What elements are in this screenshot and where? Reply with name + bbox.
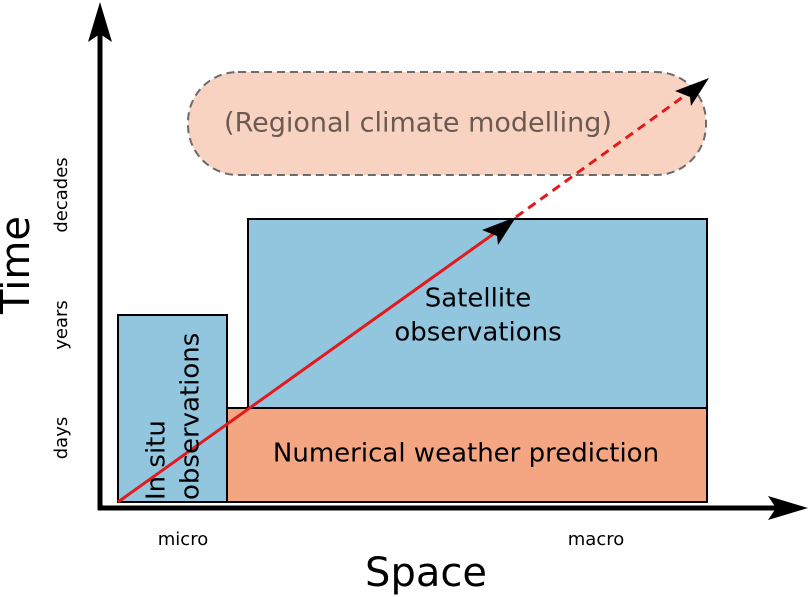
y-tick: days	[51, 417, 72, 460]
trend-line-dashed	[515, 87, 695, 219]
x-label: Space	[365, 550, 487, 596]
y-tick: years	[51, 300, 72, 350]
trend-arrow	[482, 217, 516, 245]
regional-label: (Regional climate modelling)	[224, 108, 612, 139]
regional-box	[187, 71, 707, 176]
satellite-label: observations	[394, 318, 561, 348]
trend-arrow-end	[675, 78, 709, 106]
y-tick: decades	[51, 157, 72, 232]
y-label: Time	[0, 216, 39, 315]
nwp-label: Numerical weather prediction	[273, 439, 659, 469]
x-tick: micro	[158, 529, 208, 550]
trend-line	[117, 218, 514, 504]
satellite-box	[247, 218, 708, 409]
in-situ-box	[117, 314, 228, 503]
nwp-box	[226, 407, 708, 503]
x-arrow	[768, 496, 808, 520]
satellite-label: Satellite	[425, 284, 532, 314]
in-situ-label: observations	[176, 333, 206, 500]
y-arrow	[88, 2, 112, 42]
in-situ-label: In situ	[142, 420, 172, 500]
x-tick: macro	[568, 529, 624, 550]
